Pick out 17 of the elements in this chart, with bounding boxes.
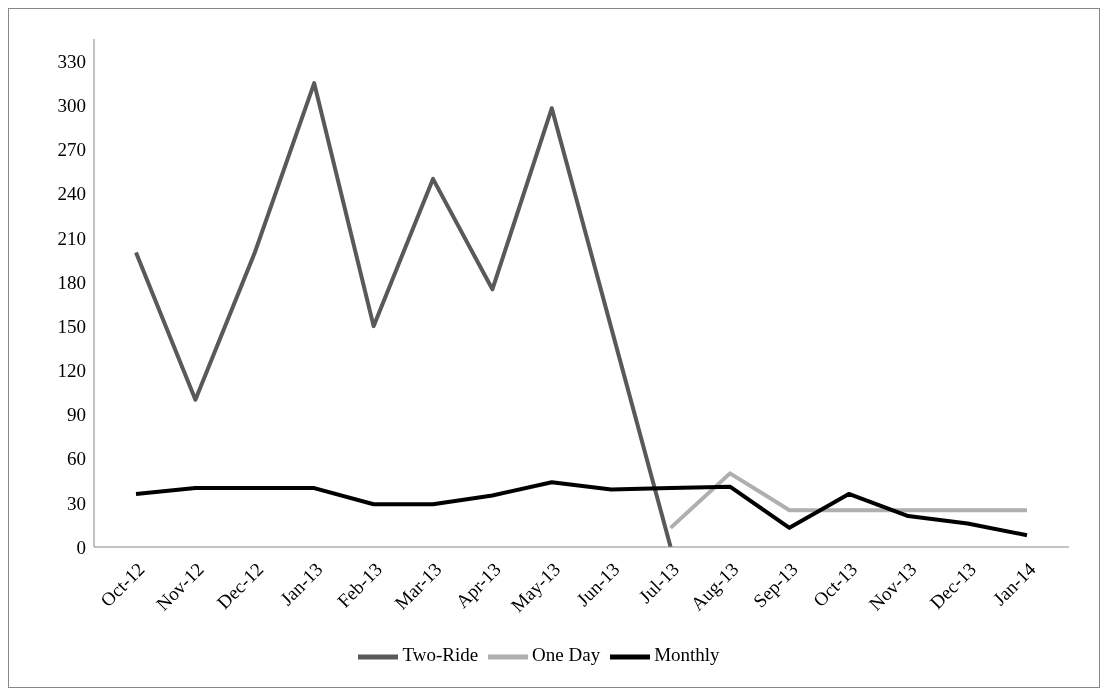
y-tick-label: 90 [67,404,86,426]
y-tick-label: 210 [57,227,86,249]
line-series [134,81,673,547]
y-tick-label: 300 [57,95,86,117]
legend-label: One Day [532,644,601,666]
y-tick-label: 240 [57,183,86,205]
y-tick-label: 0 [76,536,86,558]
y-tick-label: 120 [57,360,86,382]
y-tick-label: 30 [67,492,86,514]
y-tick-label: 270 [57,139,86,161]
y-tick-label: 150 [57,315,86,337]
legend-label: Monthly [654,644,720,666]
legend-label: Two-Ride [402,644,479,666]
y-tick-label: 60 [67,448,86,470]
line-series [134,480,1029,538]
y-tick-label: 180 [57,271,86,293]
y-tick-label: 330 [57,50,86,72]
